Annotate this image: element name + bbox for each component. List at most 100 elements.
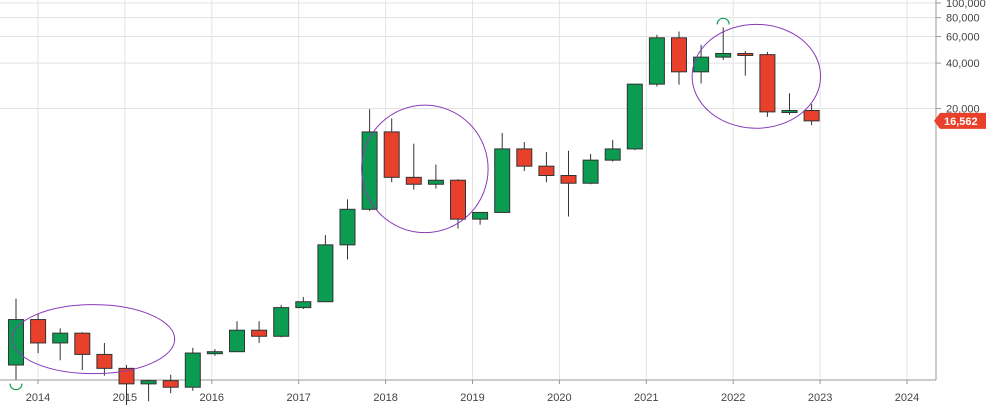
candle-body-up — [494, 148, 511, 213]
candle-body-down — [803, 110, 820, 122]
candle[interactable] — [671, 31, 687, 85]
x-tick-label: 2015 — [113, 392, 137, 404]
y-tick-label: 60,000 — [946, 31, 980, 43]
candle[interactable] — [251, 321, 268, 343]
candle-body-up — [295, 301, 312, 309]
candle-body-up — [8, 319, 24, 366]
x-tick-label: 2021 — [634, 392, 658, 404]
candle-body-down — [30, 319, 47, 344]
candle[interactable] — [162, 374, 179, 394]
annotations — [9, 17, 822, 391]
candle[interactable] — [516, 142, 533, 172]
x-tick-label: 2022 — [721, 392, 745, 404]
candle-body-down — [383, 131, 400, 178]
candle-body-down — [251, 329, 268, 337]
last-price-tag[interactable]: 16,562 — [934, 112, 986, 129]
candle-body-up — [604, 148, 621, 161]
candle[interactable] — [693, 44, 710, 84]
x-tick-label: 2014 — [26, 392, 50, 404]
candle[interactable] — [626, 83, 643, 151]
candle[interactable] — [472, 211, 489, 225]
highlight-ellipse — [11, 304, 176, 375]
y-axis: 100,000 80,000 60,000 40,000 20,000 — [935, 0, 986, 380]
x-axis: 2014 2015 2016 2017 2018 2019 2020 2021 2022 2023… — [0, 379, 936, 404]
x-tick-label: 2016 — [200, 392, 224, 404]
candle-body-up — [781, 110, 798, 114]
candle-body-up — [582, 159, 599, 184]
candle[interactable] — [405, 143, 422, 190]
candle-body-up — [52, 332, 69, 344]
x-tick-label: 2017 — [286, 392, 310, 404]
candle[interactable] — [715, 27, 732, 60]
candle[interactable] — [184, 347, 201, 391]
cycle-low-marker — [9, 383, 23, 391]
candle-body-up — [339, 208, 356, 246]
grid — [0, 0, 936, 380]
last-price-tag-background — [934, 112, 986, 129]
candle[interactable] — [118, 365, 135, 405]
candle[interactable] — [339, 199, 356, 260]
candle[interactable] — [317, 235, 334, 303]
candle[interactable] — [604, 139, 621, 162]
candle[interactable] — [648, 34, 665, 87]
candle-body-up — [472, 211, 489, 220]
candle-body-up — [648, 37, 665, 85]
candle[interactable] — [383, 118, 400, 183]
candle[interactable] — [494, 132, 511, 213]
highlight-ellipse — [361, 104, 489, 234]
candle-body-up — [229, 329, 245, 353]
candle-body-up — [317, 244, 334, 303]
candle-body-down — [450, 179, 466, 220]
candle-body-down — [671, 37, 687, 73]
candle-body-up — [361, 131, 378, 210]
highlight-ellipse — [691, 23, 822, 129]
candle[interactable] — [295, 296, 312, 309]
candle-body-down — [74, 332, 91, 355]
candle[interactable] — [560, 150, 577, 217]
cycle-high-marker — [716, 17, 730, 25]
x-tick-label: 2019 — [460, 392, 484, 404]
candle[interactable] — [781, 93, 798, 115]
x-tick-label: 2020 — [547, 392, 571, 404]
last-price-label: 16,562 — [944, 116, 978, 128]
candle[interactable] — [140, 379, 157, 402]
candle[interactable] — [74, 332, 91, 371]
y-tick-label: 100,000 — [946, 0, 986, 10]
candle-body-up — [715, 52, 732, 58]
y-tick-label: 80,000 — [946, 13, 980, 25]
x-tick-label: 2023 — [808, 392, 832, 404]
candle-body-down — [162, 380, 179, 388]
candle-body-down — [96, 353, 113, 369]
candle[interactable] — [96, 342, 113, 376]
candle-body-down — [759, 54, 776, 113]
candle[interactable] — [30, 313, 47, 354]
x-tick-label: 2024 — [895, 392, 919, 404]
candle-body-up — [427, 179, 444, 185]
y-tick-label: 20,000 — [946, 104, 980, 116]
candle-body-up — [273, 307, 290, 337]
candle[interactable] — [737, 50, 754, 76]
candle[interactable] — [8, 298, 24, 380]
candle[interactable] — [450, 179, 466, 229]
candle[interactable] — [759, 51, 776, 117]
y-tick-label: 40,000 — [946, 58, 980, 70]
candle[interactable] — [273, 304, 290, 338]
candle[interactable] — [206, 349, 223, 356]
candle[interactable] — [803, 104, 820, 126]
candle-body-down — [118, 367, 135, 385]
candle-body-down — [560, 175, 577, 184]
candle-body-up — [184, 352, 201, 388]
x-tick-label: 2018 — [373, 392, 397, 404]
candle-body-up — [626, 83, 643, 150]
candle[interactable] — [427, 164, 444, 189]
candle[interactable] — [229, 321, 245, 353]
candle[interactable] — [52, 328, 69, 361]
candles — [8, 27, 820, 405]
candle-body-down — [516, 148, 533, 167]
candle-body-down — [737, 52, 754, 56]
candle-body-up — [206, 351, 223, 355]
candle[interactable] — [582, 153, 599, 185]
candle[interactable] — [361, 109, 378, 211]
candle[interactable] — [538, 152, 555, 183]
